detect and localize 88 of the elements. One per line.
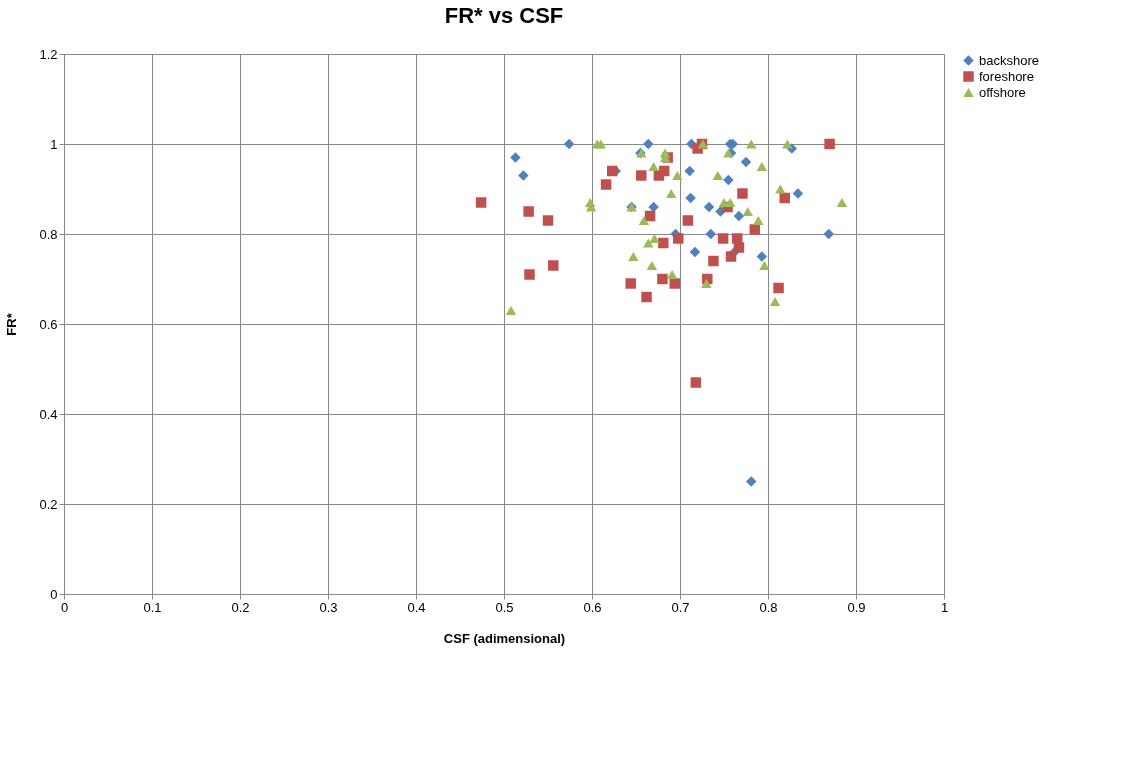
- x-tick-label: 0.4: [407, 599, 426, 615]
- point: [773, 282, 784, 294]
- point: [756, 251, 768, 262]
- y-axis-title: FR*: [4, 312, 20, 336]
- x-axis-title: CSF (adimensional): [443, 630, 566, 646]
- point: [824, 138, 835, 150]
- point: [685, 192, 696, 204]
- point: [782, 139, 793, 149]
- point: [705, 228, 717, 240]
- point: [643, 238, 654, 248]
- point: [703, 201, 715, 213]
- point: [712, 170, 724, 181]
- x-tick-label: 0.2: [231, 599, 250, 615]
- point: [775, 184, 786, 194]
- point: [742, 206, 753, 217]
- point: [548, 260, 559, 271]
- x-tick-label: 0.8: [759, 599, 778, 615]
- y-tick-label: 1.2: [39, 46, 58, 62]
- y-tick-label: 0.8: [39, 226, 58, 242]
- point: [733, 242, 745, 253]
- point: [701, 278, 712, 289]
- point: [682, 215, 694, 226]
- x-tick-label: 0.6: [583, 599, 602, 615]
- point: [753, 215, 764, 226]
- x-tick-label: 0: [60, 599, 69, 615]
- y-tick-label: 0.4: [39, 406, 58, 422]
- point: [708, 255, 719, 267]
- y-tick-label: 0: [50, 586, 58, 602]
- legend-label: backshore: [979, 52, 1039, 68]
- point: [523, 206, 534, 217]
- point: [658, 165, 670, 177]
- point: [595, 139, 607, 149]
- point: [659, 148, 671, 158]
- point: [725, 251, 737, 262]
- point: [737, 188, 748, 199]
- point: [666, 269, 678, 280]
- point: [836, 197, 848, 208]
- x-tick-label: 0.5: [495, 599, 514, 615]
- point: [563, 138, 575, 150]
- legend-label: foreshore: [979, 68, 1034, 84]
- legend-label: offshore: [979, 84, 1026, 100]
- point: [792, 188, 804, 199]
- point: [657, 273, 668, 285]
- point: [638, 215, 650, 226]
- point: [658, 237, 669, 249]
- point: [723, 174, 734, 186]
- x-tick-label: 0.3: [319, 599, 338, 615]
- point: [673, 233, 684, 244]
- point: [643, 138, 654, 150]
- point: [733, 210, 745, 222]
- x-tick-label: 0.1: [143, 599, 162, 615]
- point: [823, 228, 834, 240]
- y-tick-label: 0.2: [39, 496, 58, 512]
- point: [746, 476, 757, 487]
- point: [665, 188, 677, 199]
- point: [641, 291, 652, 303]
- point: [689, 246, 701, 258]
- point: [690, 377, 702, 388]
- point: [740, 156, 752, 168]
- point: [524, 269, 535, 280]
- x-tick-label: 0.7: [671, 599, 690, 615]
- point: [518, 170, 529, 181]
- point: [510, 152, 521, 163]
- point: [628, 251, 639, 262]
- point: [646, 260, 658, 271]
- point: [475, 197, 487, 208]
- point: [769, 296, 781, 307]
- chart-title: FR* vs CSF: [444, 3, 564, 28]
- point: [759, 260, 770, 271]
- point: [717, 233, 729, 244]
- point: [600, 179, 612, 190]
- point: [625, 278, 636, 289]
- point: [648, 161, 659, 172]
- point: [749, 224, 761, 235]
- y-tick-label: 1: [50, 136, 58, 152]
- y-tick-label: 0.6: [39, 316, 58, 332]
- point: [649, 233, 660, 244]
- point: [779, 192, 790, 204]
- point: [756, 161, 768, 172]
- x-tick-label: 0.9: [847, 599, 866, 615]
- point: [669, 278, 680, 289]
- point: [542, 215, 554, 226]
- point: [746, 139, 757, 149]
- point: [684, 165, 695, 177]
- point: [636, 170, 647, 181]
- point: [672, 170, 683, 181]
- x-tick-label: 1: [940, 599, 949, 615]
- point: [505, 305, 517, 316]
